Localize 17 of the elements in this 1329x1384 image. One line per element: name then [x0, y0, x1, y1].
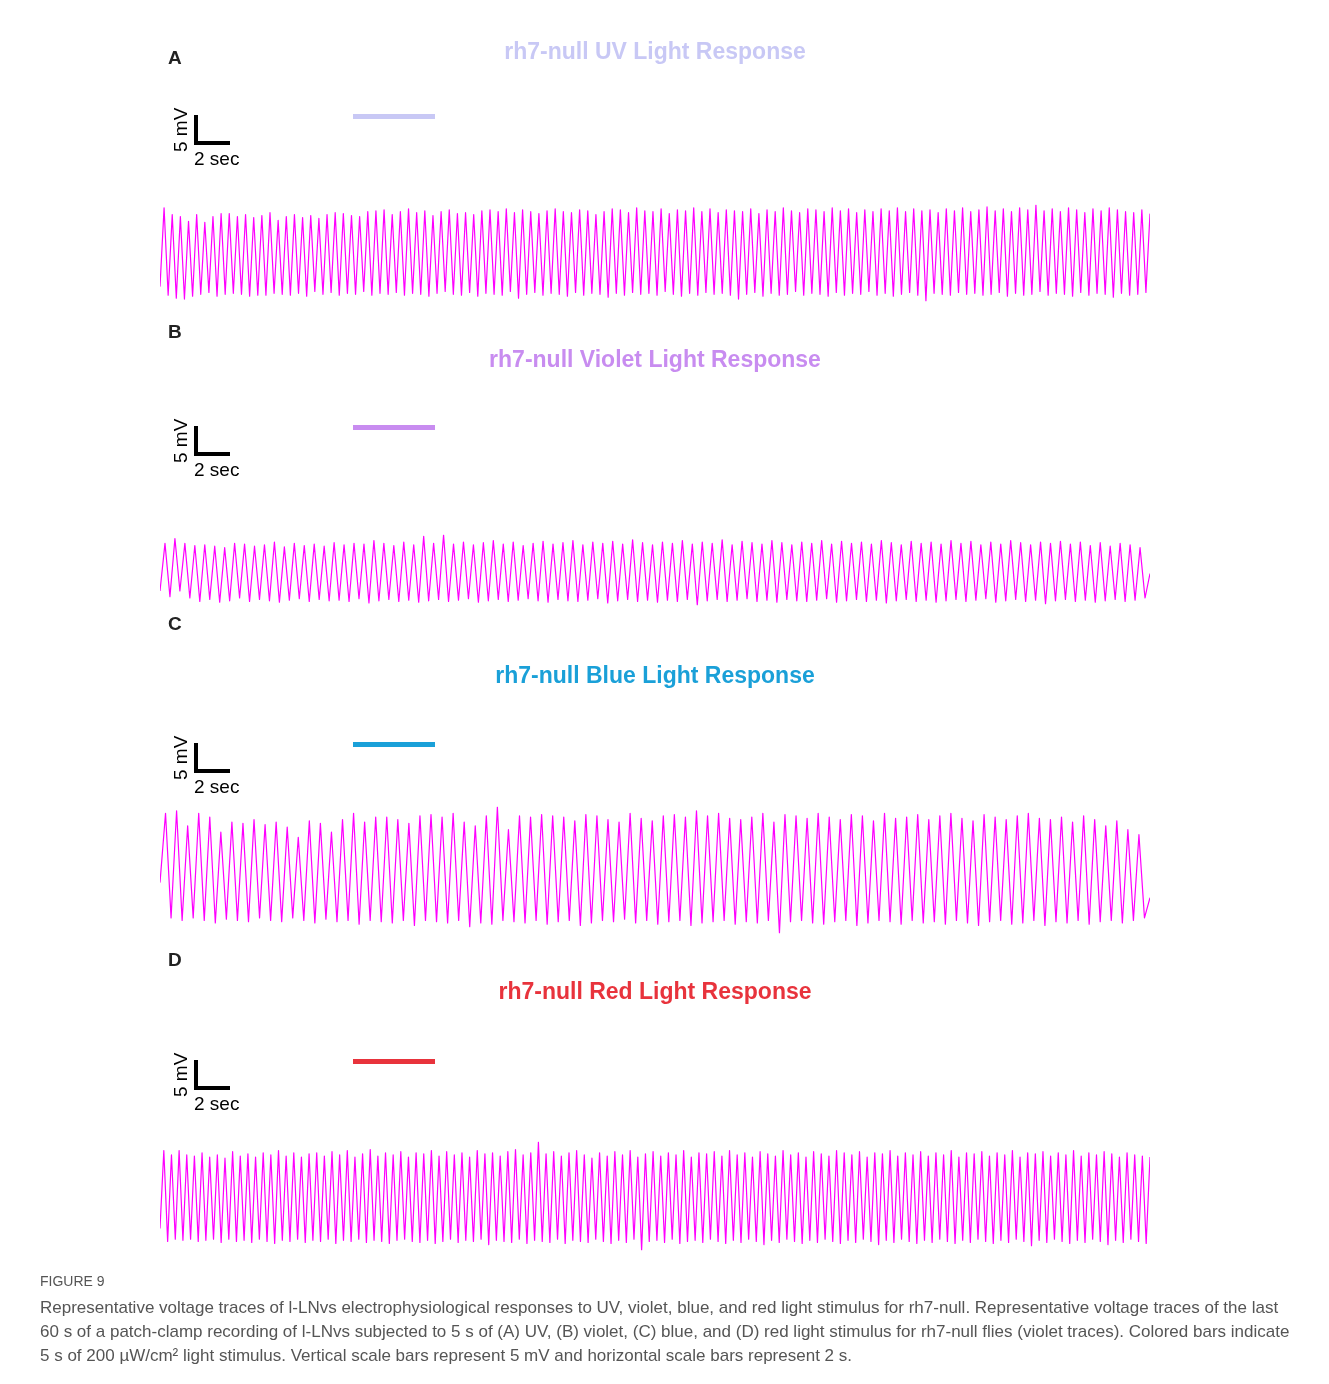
text: B [168, 321, 182, 343]
text: A [168, 47, 182, 69]
text: 2 sec [194, 776, 240, 798]
caption: FIGURE 9 [40, 1273, 105, 1289]
text: 5 mV [170, 1052, 192, 1097]
text: C [168, 613, 182, 635]
text: Representative voltage traces of l-LNvs electrophysiological responses to UV, violet, blue, and red light stimulus for rh7-null. Representative voltage traces of the last 60 s of a patch-clamp recording of l-LNvs subjected to 5 s of (A) UV, (B) violet, (C) blue, and (D) red light stimulus for rh7-null flies (violet traces). Colored bars indicate 5 s of 200 µW/cm² light stimulus. Vertical scale bars represent 5 mV and horizontal scale bars represent 2 s. [40, 1297, 1291, 1367]
text: D [168, 949, 182, 971]
text: 5 mV [170, 735, 192, 780]
chart-title: rh7-null Red Light Response [498, 978, 812, 1005]
text: 2 sec [194, 148, 240, 170]
text: 5 mV [170, 418, 192, 463]
chart-title: rh7-null Blue Light Response [495, 662, 815, 689]
text: 2 sec [194, 459, 240, 481]
text: 2 sec [194, 1093, 240, 1115]
chart-title: rh7-null Violet Light Response [489, 346, 821, 373]
text: 5 mV [170, 107, 192, 152]
